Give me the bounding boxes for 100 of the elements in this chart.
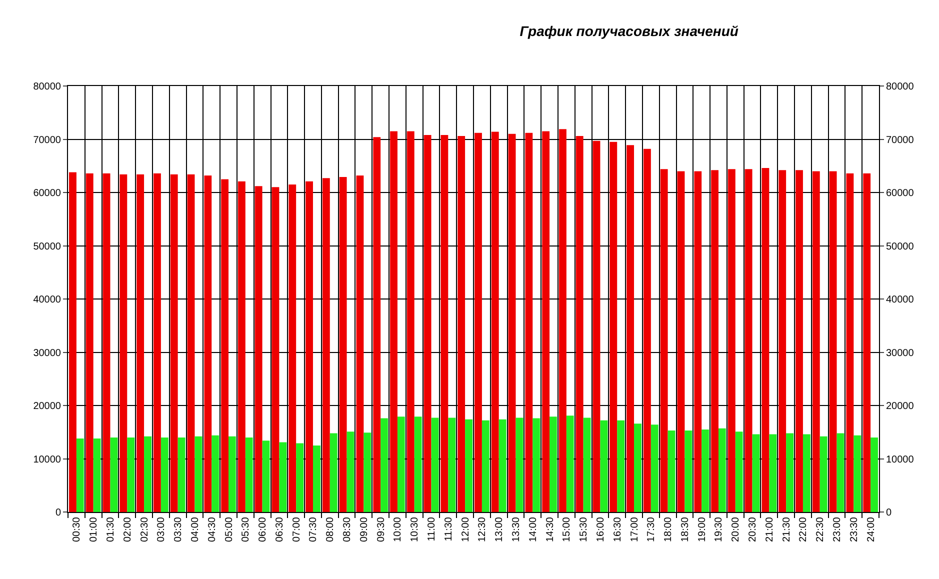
bar <box>762 168 770 512</box>
x-tick-label: 22:30 <box>815 516 826 542</box>
y-tick-label: 0 <box>55 508 62 518</box>
bar <box>153 173 161 512</box>
bar <box>854 435 862 512</box>
x-tick-label: 21:00 <box>764 516 776 542</box>
x-tick-label: 03:00 <box>156 516 168 542</box>
x-tick-label: 06:30 <box>274 516 286 542</box>
x-tick-label: 16:00 <box>595 516 606 542</box>
bar <box>617 420 625 512</box>
bar <box>356 175 364 512</box>
y2-tick-label: 30000 <box>886 348 914 359</box>
bar <box>322 178 330 512</box>
bar <box>542 131 550 512</box>
bar <box>440 134 448 512</box>
x-tick-label: 10:00 <box>392 516 404 542</box>
x-tick-label: 04:30 <box>206 516 218 542</box>
bar <box>626 145 634 512</box>
x-tick-label: 02:30 <box>139 516 150 542</box>
x-tick-label: 12:30 <box>477 516 488 542</box>
bar <box>870 437 878 512</box>
bar <box>728 169 736 512</box>
bar <box>279 442 287 512</box>
bar <box>516 418 524 512</box>
bar <box>491 132 499 512</box>
bar <box>778 170 786 512</box>
bar <box>650 424 658 512</box>
bar <box>306 181 313 512</box>
bar <box>144 436 152 512</box>
x-tick-label: 08:30 <box>342 516 354 542</box>
bar <box>525 132 533 512</box>
bar <box>836 433 844 512</box>
bar <box>812 171 820 512</box>
bar <box>346 432 354 512</box>
x-tick-label: 21:30 <box>781 516 792 542</box>
bar <box>550 416 557 512</box>
bar <box>272 187 280 512</box>
bar <box>69 172 76 512</box>
bar <box>711 170 718 512</box>
y2-tick-label: 10000 <box>886 454 914 466</box>
bar <box>820 436 828 512</box>
x-tick-label: 12:00 <box>460 516 472 542</box>
y-tick-label: 80000 <box>33 82 62 92</box>
bar <box>228 436 236 512</box>
bar <box>592 140 600 512</box>
bar <box>390 131 398 512</box>
x-tick-label: 13:00 <box>494 516 506 542</box>
bar <box>498 419 506 512</box>
x-tick-label: 01:00 <box>88 516 100 542</box>
bar <box>414 416 422 512</box>
bar <box>796 170 803 512</box>
bar <box>702 429 710 512</box>
x-tick-label: 01:30 <box>105 516 116 542</box>
bar <box>170 174 178 512</box>
bar <box>752 434 760 512</box>
bar <box>76 438 84 512</box>
bar <box>802 434 810 512</box>
x-tick-label: 23:00 <box>832 516 844 542</box>
x-tick-label: 00:30 <box>72 516 83 542</box>
bar <box>254 186 262 512</box>
bar <box>288 184 296 512</box>
y-tick-label: 70000 <box>33 134 62 146</box>
y-tick-label: 30000 <box>33 348 62 359</box>
bar <box>660 169 668 512</box>
y2-tick-label: 0 <box>886 508 892 518</box>
bar <box>339 177 347 512</box>
bar <box>127 437 135 512</box>
y-tick-label: 40000 <box>33 294 62 306</box>
y-tick-label: 20000 <box>33 401 62 412</box>
bar <box>846 173 854 512</box>
chart-title: График получасовых значений <box>520 22 739 39</box>
x-tick-label: 08:00 <box>325 516 336 542</box>
bar <box>786 433 794 512</box>
y-tick-label: 10000 <box>33 454 62 466</box>
bar <box>204 175 212 512</box>
bar <box>364 432 372 512</box>
bar <box>718 428 726 512</box>
x-tick-label: 15:30 <box>578 516 590 542</box>
bar <box>424 134 432 512</box>
bar <box>296 443 304 512</box>
y2-tick-label: 70000 <box>886 134 914 146</box>
bar <box>102 173 110 512</box>
bar <box>93 438 101 512</box>
x-tick-label: 19:30 <box>714 516 725 542</box>
bar <box>312 445 320 512</box>
x-tick-label: 18:00 <box>663 516 674 542</box>
x-tick-label: 19:00 <box>696 516 708 542</box>
x-tick-label: 07:00 <box>291 516 302 542</box>
x-tick-label: 05:00 <box>224 516 235 542</box>
x-tick-label: 11:30 <box>443 516 454 542</box>
bar <box>380 418 388 512</box>
x-tick-label: 13:30 <box>510 516 522 542</box>
x-tick-label: 22:00 <box>798 516 810 542</box>
bar <box>508 134 516 512</box>
bar <box>532 418 540 512</box>
x-tick-label: 09:30 <box>376 516 387 542</box>
bar <box>576 136 584 512</box>
bar <box>863 173 871 512</box>
x-tick-label: 05:30 <box>240 516 252 542</box>
bar <box>643 148 651 512</box>
